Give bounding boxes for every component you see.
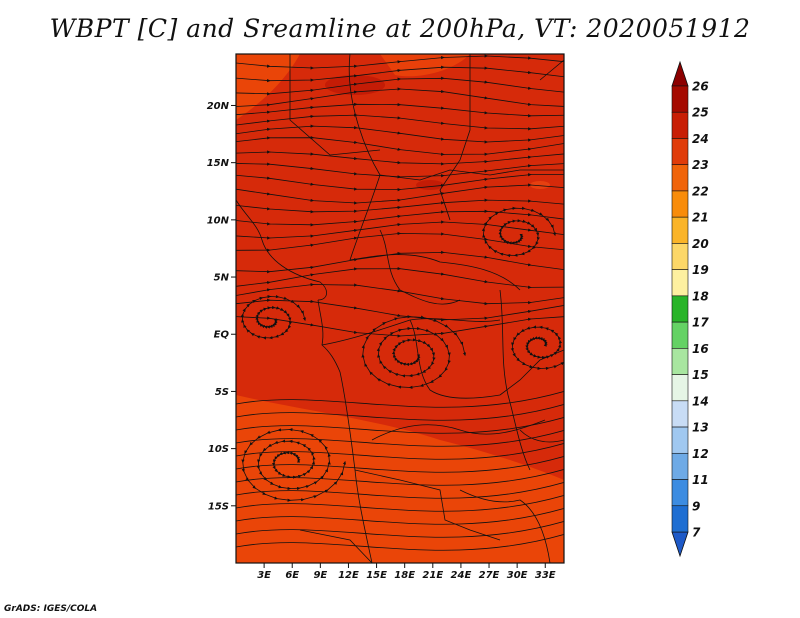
colorbar-box xyxy=(671,348,689,375)
map-frame xyxy=(235,53,565,564)
colorbar-box xyxy=(671,216,689,244)
colorbar-label: 26 xyxy=(692,80,709,94)
wbpt-cell-25-26 xyxy=(416,180,444,190)
colorbar-label: 16 xyxy=(692,342,709,356)
colorbar-label: 13 xyxy=(692,421,709,435)
colorbar-label: 11 xyxy=(692,473,709,487)
streamline xyxy=(236,520,564,538)
streamline xyxy=(510,325,564,371)
lat-tick-label: 15N xyxy=(207,158,230,169)
lon-tick-label: 33E xyxy=(535,570,556,581)
streamline xyxy=(241,428,347,502)
lon-tick-label: 18E xyxy=(394,570,415,581)
streamlines xyxy=(236,54,564,551)
streamline xyxy=(236,533,564,551)
colorbar-box xyxy=(671,164,689,192)
colorbar-box xyxy=(671,426,689,454)
colorbar-label: 23 xyxy=(692,158,709,172)
colorbar-box xyxy=(671,400,689,428)
lon-tick-label: 3E xyxy=(257,570,271,581)
colorbar-box xyxy=(671,505,689,533)
country-boundaries xyxy=(236,54,564,563)
streamline xyxy=(240,294,306,340)
latitude-axis: 20N 15N 10N 5N EQ 5S 10S 15S xyxy=(207,101,236,512)
colorbar-box xyxy=(671,111,689,139)
colorbar-label: 20 xyxy=(692,237,709,251)
colorbar-box xyxy=(671,85,689,113)
colorbar-box xyxy=(671,138,689,166)
colorbar-box xyxy=(671,269,689,297)
colorbar-box xyxy=(671,452,689,480)
colorbar-box xyxy=(671,295,689,323)
longitude-axis: 3E 6E 9E 12E 15E 18E 21E 24E 27E 30E 33E xyxy=(257,563,556,581)
colorbar-box xyxy=(671,190,689,218)
colorbar-bottom-arrow xyxy=(671,531,689,558)
colorbar-label: 21 xyxy=(692,211,709,225)
colorbar-label: 22 xyxy=(692,184,709,198)
colorbar-top-arrow xyxy=(671,60,689,87)
colorbar-label: 7 xyxy=(692,526,701,540)
lat-tick-label: 15S xyxy=(208,501,229,512)
lon-tick-label: 30E xyxy=(507,570,528,581)
colorbar-label: 24 xyxy=(692,132,709,146)
colorbar-box xyxy=(671,479,689,507)
colorbar-label: 18 xyxy=(692,289,709,303)
streamline xyxy=(236,416,564,434)
colorbar-label: 12 xyxy=(692,447,709,461)
lon-tick-label: 27E xyxy=(479,570,500,581)
lon-tick-label: 6E xyxy=(285,570,299,581)
streamline xyxy=(236,403,564,421)
lon-tick-label: 9E xyxy=(313,570,327,581)
colorbar-label: 9 xyxy=(692,499,700,513)
map-panel: 3E 6E 9E 12E 15E 18E 21E 24E 27E 30E 33E 20N 15N 10N… xyxy=(207,53,565,581)
streamline xyxy=(236,87,564,109)
lat-tick-label: 10N xyxy=(207,215,230,226)
lat-tick-label: 5S xyxy=(215,387,229,398)
colorbar-label: 15 xyxy=(692,368,709,382)
streamline xyxy=(236,494,564,512)
streamline xyxy=(361,315,467,389)
colorbar-label: 25 xyxy=(692,106,709,120)
colorbar: 26 25 24 23 22 21 20 19 18 17 16 15 14 13 12 11 9 7 xyxy=(671,60,709,558)
colorbar-box xyxy=(671,374,689,402)
lon-tick-label: 12E xyxy=(338,570,359,581)
chart-title: WBPT [C] and Sreamline at 200hPa, VT: 20… xyxy=(49,14,751,43)
lat-tick-label: 5N xyxy=(214,273,230,284)
colorbar-label: 14 xyxy=(692,394,709,408)
colorbar-box xyxy=(671,243,689,270)
lon-tick-label: 21E xyxy=(422,570,443,581)
lon-tick-label: 15E xyxy=(366,570,387,581)
lon-tick-label: 24E xyxy=(451,570,472,581)
colorbar-label: 19 xyxy=(692,263,709,277)
streamline xyxy=(481,206,556,258)
lat-tick-label: 20N xyxy=(207,101,230,112)
colorbar-label: 17 xyxy=(692,316,709,330)
grads-credit: GrADS: IGES/COLA xyxy=(4,604,98,614)
streamline xyxy=(236,507,564,525)
lat-tick-label: EQ xyxy=(214,330,230,341)
lat-tick-label: 10S xyxy=(208,444,229,455)
colorbar-box xyxy=(671,321,689,349)
streamline xyxy=(236,390,564,408)
